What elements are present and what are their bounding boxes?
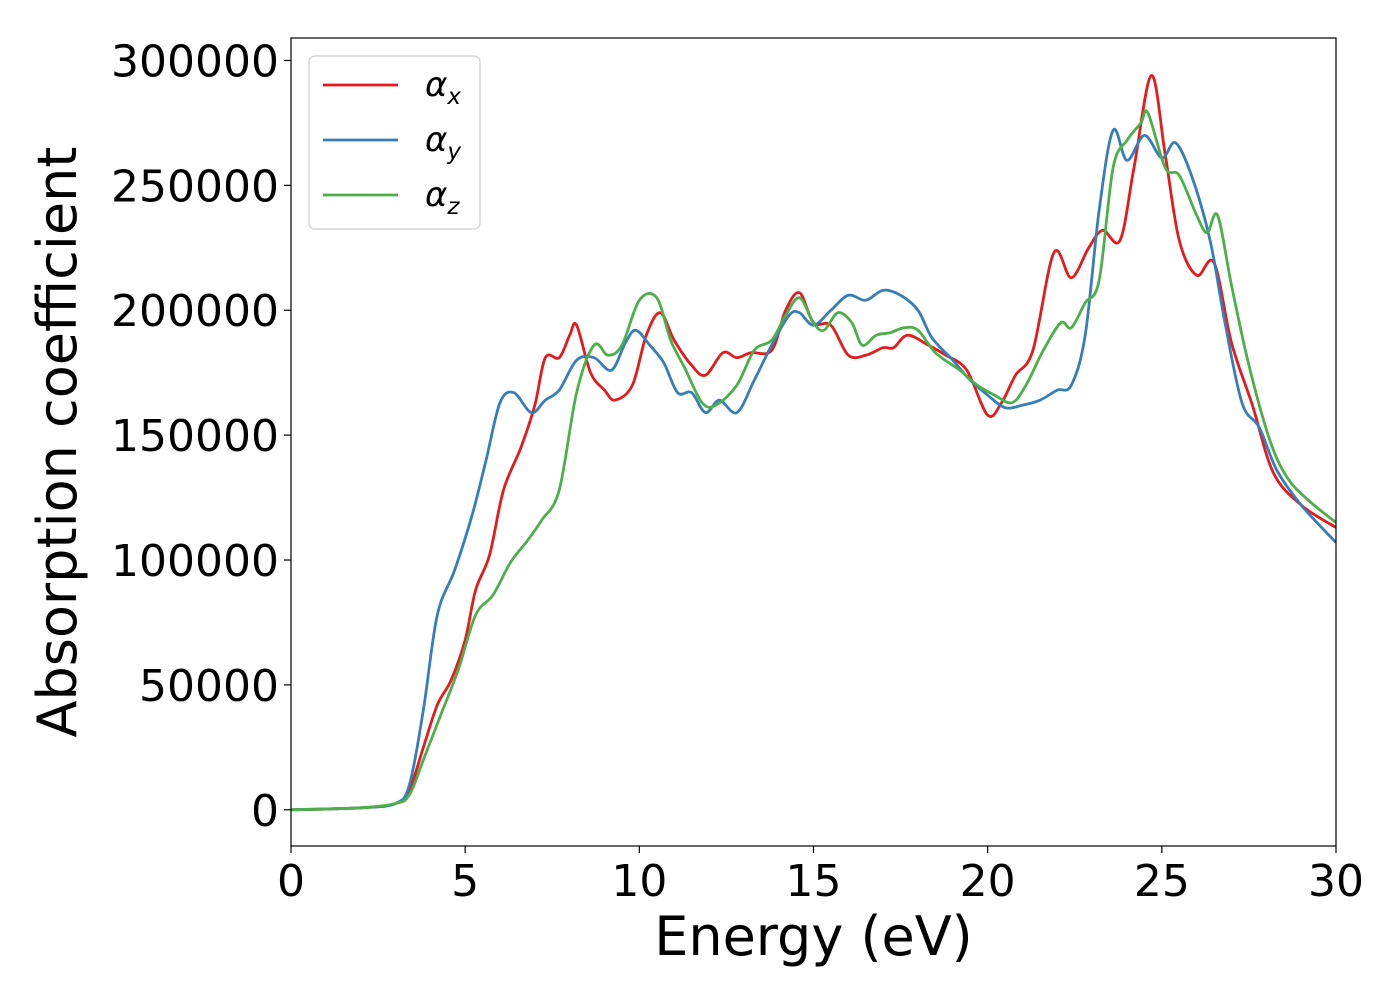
y-tick-label: 50000 <box>139 661 279 712</box>
x-tick-label: 20 <box>960 856 1016 907</box>
x-tick-label: 0 <box>277 856 305 907</box>
legend-box <box>308 55 481 230</box>
y-axis: 0 50000 100000 150000 200000 250000 300000 <box>111 36 291 837</box>
legend-label-x: αx <box>425 65 461 110</box>
x-tick-label: 5 <box>451 856 479 907</box>
x-tick-label: 30 <box>1308 856 1364 907</box>
legend-label-y: αy <box>425 120 461 165</box>
x-axis: 0 5 10 15 20 25 30 <box>277 846 1364 907</box>
y-tick-label: 250000 <box>111 161 279 212</box>
y-tick-label: 0 <box>251 786 279 837</box>
series-line-z <box>291 109 1336 812</box>
x-tick-label: 15 <box>786 856 842 907</box>
x-axis-title: Energy (eV) <box>654 905 973 968</box>
legend-label-z: αz <box>425 175 460 220</box>
x-tick-label: 10 <box>611 856 667 907</box>
y-tick-label: 150000 <box>111 411 279 462</box>
y-axis-title: Absorption coefficient <box>26 147 89 738</box>
x-tick-label: 25 <box>1134 856 1190 907</box>
series-layer <box>291 74 1336 812</box>
y-tick-label: 300000 <box>111 36 279 87</box>
legend: αx αy αz <box>308 55 481 230</box>
y-tick-label: 200000 <box>111 286 279 337</box>
series-line-y <box>291 127 1336 812</box>
y-tick-label: 100000 <box>111 536 279 587</box>
